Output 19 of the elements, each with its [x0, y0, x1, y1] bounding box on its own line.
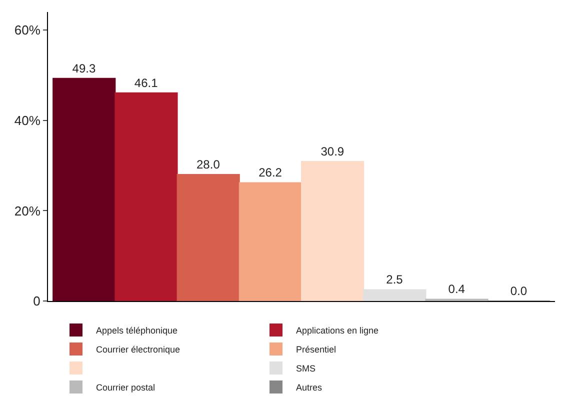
- legend-label: Courrier électronique: [96, 344, 180, 354]
- legend-label: Applications en ligne: [296, 325, 379, 336]
- data-label: 0.0: [510, 284, 528, 298]
- data-label: 0.4: [448, 282, 466, 296]
- y-tick-label: 20%: [14, 203, 41, 218]
- y-tick-label: 0: [33, 294, 40, 309]
- data-label: 49.3: [72, 61, 96, 76]
- data-label: 26.2: [258, 166, 282, 180]
- y-tick-label: 40%: [14, 112, 41, 128]
- y-tick-label: 60%: [14, 22, 41, 38]
- legend-label: Appels téléphonique: [96, 325, 178, 336]
- data-label: 2.5: [386, 272, 404, 287]
- data-label: 46.1: [134, 76, 158, 90]
- legend-label: Courrier postal: [96, 382, 156, 392]
- legend-label: Autres: [296, 382, 323, 392]
- data-label: 30.9: [320, 144, 344, 158]
- legend-label: Présentiel: [296, 344, 336, 354]
- data-label: 28.0: [196, 158, 220, 172]
- legend-label: SMS: [296, 363, 316, 374]
